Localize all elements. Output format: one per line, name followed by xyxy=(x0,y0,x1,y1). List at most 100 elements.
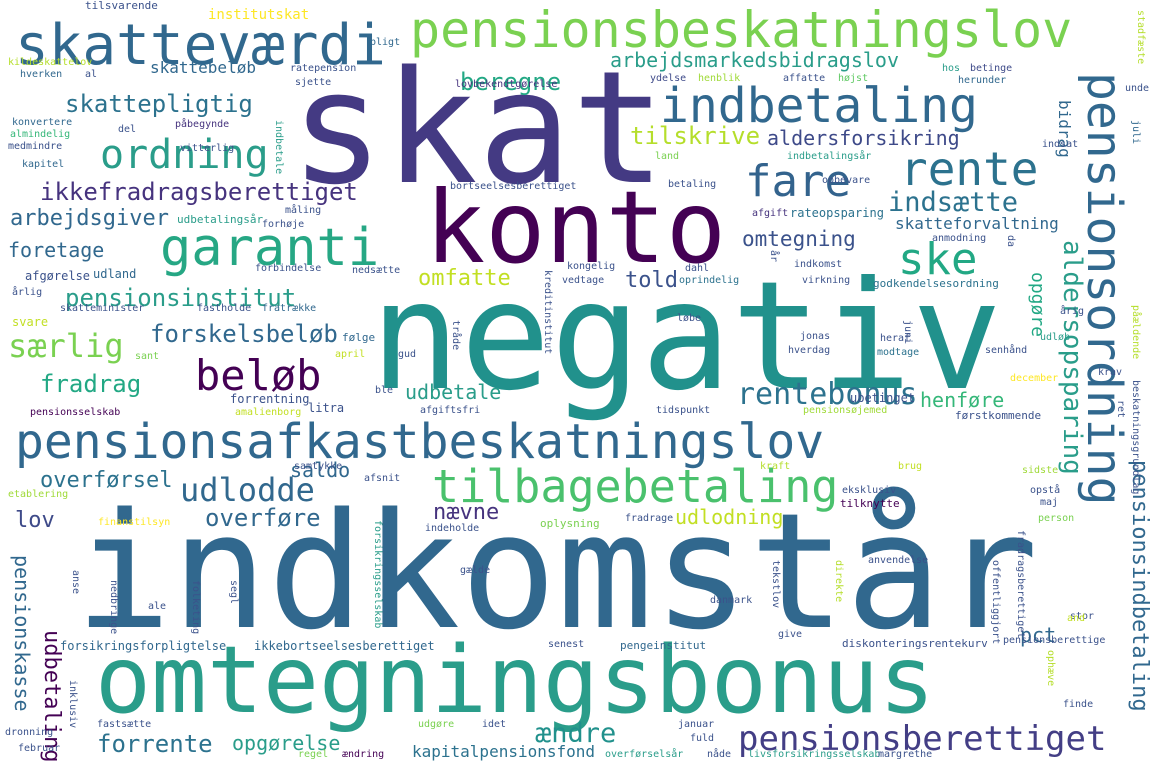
word-afgift: afgift xyxy=(752,208,789,219)
word-februar: februar xyxy=(18,743,61,754)
word-danmark: danmark xyxy=(710,595,753,606)
word-indkomstar: indkomstår xyxy=(75,478,1039,665)
word-gud: gud xyxy=(398,349,417,360)
word-etablering: etablering xyxy=(8,489,69,500)
word-pensionsinstitut: pensionsinstitut xyxy=(65,284,297,312)
word-forrente: forrente xyxy=(97,730,213,758)
word-belob: beløb xyxy=(195,351,322,400)
word-naevne: nævne xyxy=(433,500,500,525)
word-godkendelsesordning: godkendelsesordning xyxy=(873,277,999,290)
word-omfatte: omfatte xyxy=(418,266,511,291)
word-paeldende: påældende xyxy=(1130,305,1141,360)
word-kraft: kraft xyxy=(760,461,791,472)
word-stor: stor xyxy=(1070,611,1095,622)
word-oplysning: oplysning xyxy=(540,517,600,530)
word-tilsvarende: tilsvarende xyxy=(85,0,158,12)
word-brug: brug xyxy=(898,461,923,472)
word-kapitalpensionsfond: kapitalpensionsfond xyxy=(412,742,596,761)
word-juni: juni xyxy=(902,320,913,345)
word-kildeskattelov: kildeskattelov xyxy=(8,57,93,68)
word-gaelde: gælde xyxy=(460,565,491,576)
word-garanti: garanti xyxy=(160,218,380,278)
word-arbejdsmarkedsbidragslov: arbejdsmarkedsbidragslov xyxy=(610,48,899,72)
word-indkomst: indkomst xyxy=(794,259,843,270)
word-beskatningsgrundlag: beskatningsgrundlag xyxy=(1130,380,1141,495)
word-fratraekke: fratrække xyxy=(262,303,317,314)
word-henfore: henføre xyxy=(920,388,1005,412)
word-maling: måling xyxy=(285,205,322,216)
word-tidspunkt: tidspunkt xyxy=(656,405,711,416)
word-tilskrive: tilskrive xyxy=(630,122,761,150)
word-al: al xyxy=(85,69,98,80)
word-fradrag: fradrag xyxy=(40,370,142,398)
word-amalienborg: amalienborg xyxy=(235,407,302,418)
word-hojst: højst xyxy=(838,73,869,84)
word-maj: maj xyxy=(1040,497,1059,508)
word-indeholde: indeholde xyxy=(425,523,480,534)
word-fastsaette: fastsætte xyxy=(97,719,152,730)
word-segl: segl xyxy=(228,580,239,605)
word-pct: pct xyxy=(1020,623,1057,647)
word-beregne: beregne xyxy=(460,68,562,96)
word-da: da xyxy=(1005,235,1016,248)
word-unde: unde xyxy=(1125,83,1150,94)
word-pensionsafkastbeskatningslov: pensionsafkastbeskatningslov xyxy=(15,414,825,470)
word-arlig: årlig xyxy=(12,287,43,298)
word-skatteforvaltning: skatteforvaltning xyxy=(895,214,1059,233)
word-ske: ske xyxy=(898,234,978,285)
word-jonas: jonas xyxy=(800,331,831,342)
word-afsnit: afsnit xyxy=(364,473,401,484)
word-ikkebortseelsesberettiget: ikkebortseelsesberettiget xyxy=(254,639,435,653)
word-anvendelse: anvendelse xyxy=(868,555,929,566)
word-almindelig: almindelig xyxy=(10,129,71,140)
word-fradragsberettiget: fradragsberettiget xyxy=(1015,530,1026,639)
word-lov: lov xyxy=(15,508,55,533)
word-nedbringe: nedbringe xyxy=(108,580,119,635)
word-institutskat: institutskat xyxy=(208,7,310,23)
word-finde: finde xyxy=(1063,699,1094,710)
word-tilbagebetaling: tilbagebetaling xyxy=(432,460,839,513)
word-afgorelse: afgørelse xyxy=(25,269,91,283)
word-give: give xyxy=(778,629,803,640)
word-trade: tråde xyxy=(450,320,461,351)
word-indbetaling: indbetaling xyxy=(660,78,978,134)
word-ar: år xyxy=(768,250,779,263)
word-opbevare: opbevare xyxy=(822,175,871,186)
word-forskelsbelob: forskelsbeløb xyxy=(150,320,338,348)
word-vedtage: vedtage xyxy=(562,275,605,286)
word-aendre: ændre xyxy=(535,718,617,749)
word-udlodning: udlodning xyxy=(675,505,784,529)
word-december: december xyxy=(1010,373,1059,384)
word-skattepligtig: skattepligtig xyxy=(65,90,253,118)
word-margrethe: margrethe xyxy=(878,749,933,760)
word-regel: regel xyxy=(298,749,329,760)
word-betinge: betinge xyxy=(970,63,1013,74)
word-hverken: hverken xyxy=(20,69,63,80)
word-omtegningsbonus: omtegningsbonus xyxy=(95,626,935,734)
word-januar: januar xyxy=(678,719,715,730)
word-pensionsselskab: pensionsselskab xyxy=(30,407,121,418)
word-fare: fare xyxy=(745,156,851,207)
word-overfore: overføre xyxy=(205,504,321,532)
word-ydelse: ydelse xyxy=(650,73,687,84)
word-finanstilsyn: finanstilsyn xyxy=(98,517,171,528)
word-ratepension: ratepension xyxy=(290,63,357,74)
word-sidste: sidste xyxy=(1022,465,1059,476)
word-direkte: direkte xyxy=(833,560,844,603)
word-told: told xyxy=(625,268,678,293)
word-opsta: opstå xyxy=(1030,485,1061,496)
word-skatteminister: skatteminister xyxy=(60,303,145,314)
word-nedsaette: nedsætte xyxy=(352,265,401,276)
word-svare: svare xyxy=(12,315,49,329)
word-tilknytte: tilknytte xyxy=(840,497,900,510)
word-herunder: herunder xyxy=(958,75,1007,86)
word-dronning: dronning xyxy=(5,727,54,738)
word-rateopsparing: rateopsparing xyxy=(790,206,884,220)
word-inklusiv: inklusiv xyxy=(67,680,78,729)
word-juli: juli xyxy=(1130,120,1141,145)
word-henblik: henblik xyxy=(698,73,741,84)
word-saerlig: særlig xyxy=(8,327,124,365)
word-bortseelsesberettiget: bortseelsesberettiget xyxy=(450,181,577,192)
word-opgore: opgøre xyxy=(1027,272,1048,338)
